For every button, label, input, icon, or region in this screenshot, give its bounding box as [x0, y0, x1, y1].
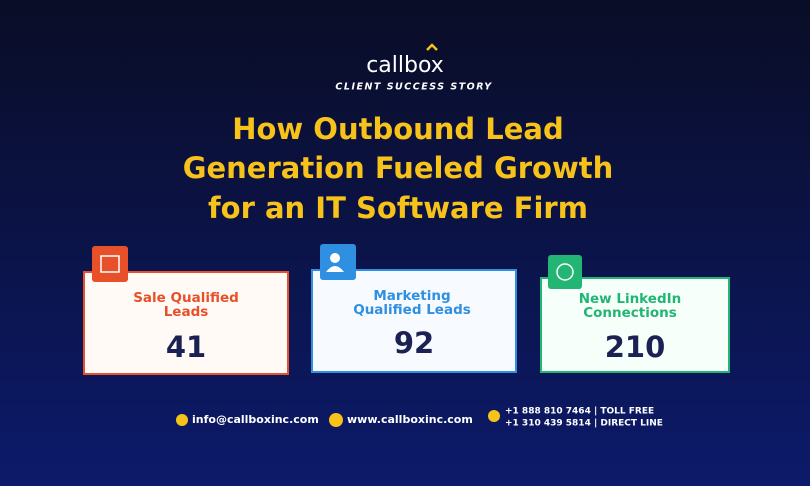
web-icon — [329, 413, 343, 427]
email-icon — [176, 414, 188, 426]
card-value: 210 — [605, 330, 666, 364]
card-label: Marketing — [373, 288, 450, 304]
network-icon — [556, 263, 574, 281]
card-value: 41 — [166, 330, 206, 364]
card — [83, 271, 289, 375]
title-line: Generation Fueled Growth — [183, 151, 614, 185]
calendar-icon — [100, 255, 120, 273]
contact-phone: +1 310 439 5814 | DIRECT LINE — [505, 419, 663, 429]
contact-email: info@callboxinc.com — [192, 413, 319, 426]
phone-icon — [488, 410, 500, 422]
card-label: New LinkedIn — [579, 291, 682, 307]
card — [540, 277, 730, 373]
logo-caret — [426, 43, 438, 51]
card-value: 92 — [394, 326, 434, 360]
contact-website: www.callboxinc.com — [347, 413, 473, 426]
card-label: Connections — [583, 305, 677, 321]
card — [311, 269, 517, 373]
card-label: Leads — [164, 304, 209, 320]
brand-tagline: CLIENT SUCCESS STORY — [335, 82, 492, 93]
title-line: How Outbound Lead — [232, 112, 564, 146]
card-label: Sale Qualified — [133, 290, 239, 306]
card-label: Qualified Leads — [353, 302, 471, 318]
card-icon — [548, 255, 582, 289]
brand-name: callbox — [366, 53, 444, 78]
card-icon — [92, 246, 128, 282]
user-icon — [330, 253, 340, 263]
user-icon — [326, 266, 344, 272]
contact-phone: +1 888 810 7464 | TOLL FREE — [505, 407, 654, 417]
title-line: for an IT Software Firm — [208, 191, 588, 225]
